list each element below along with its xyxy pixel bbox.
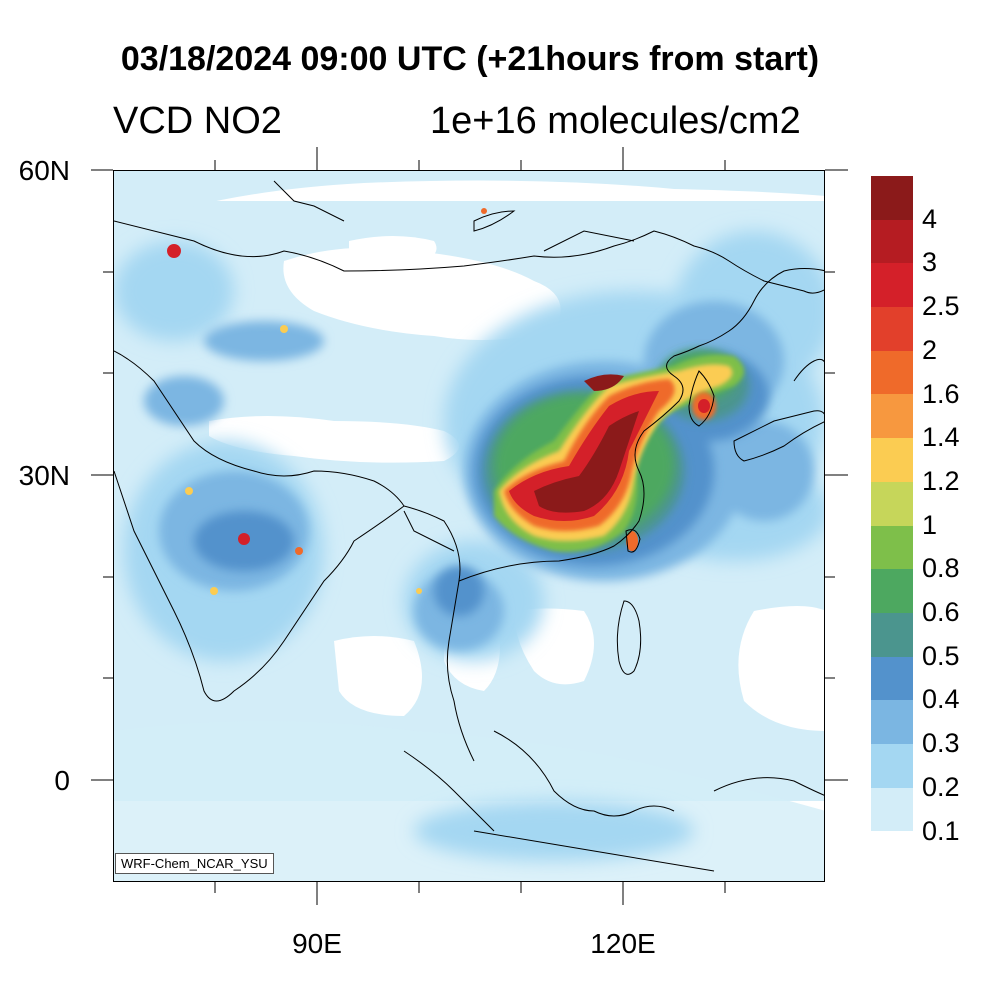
colorbar-segment — [871, 438, 913, 482]
colorbar — [871, 176, 913, 832]
no2-india-hotspots — [167, 208, 487, 595]
colorbar-label: 0.4 — [922, 684, 960, 715]
colorbar-label: 1.2 — [922, 465, 960, 496]
colorbar-segment — [871, 525, 913, 570]
colorbar-segment — [871, 350, 913, 395]
model-credit: WRF-Chem_NCAR_YSU — [115, 853, 274, 874]
chart-title: 03/18/2024 09:00 UTC (+21hours from star… — [120, 40, 820, 78]
colorbar-segment — [871, 219, 913, 264]
colorbar-label: 2.5 — [922, 291, 960, 322]
colorbar-segment — [871, 700, 913, 744]
no2-low-north — [114, 171, 824, 231]
colorbar-label: 0.8 — [922, 553, 960, 584]
clean-areas — [209, 236, 824, 731]
no2-korea-hotspot — [698, 399, 710, 413]
colorbar-segment — [871, 743, 913, 788]
lat-label-0: 0 — [54, 765, 70, 796]
units-label: 1e+16 molecules/cm2 — [430, 100, 801, 142]
variable-label: VCD NO2 — [113, 100, 282, 142]
colorbar-segment — [871, 787, 913, 832]
colorbar-label: 1 — [922, 509, 938, 540]
colorbar-label: 1.6 — [922, 378, 960, 409]
colorbar-segment — [871, 394, 913, 439]
colorbar-segment — [871, 481, 913, 526]
colorbar-label: 4 — [922, 203, 938, 234]
colorbar-label: 0.2 — [922, 771, 960, 802]
lon-label-120e: 120E — [590, 928, 656, 959]
lat-label-30n: 30N — [18, 460, 70, 491]
colorbar-label: 1.4 — [922, 422, 960, 453]
colorbar-segment — [871, 656, 913, 701]
lon-label-90e: 90E — [292, 928, 342, 959]
colorbar-label: 2 — [922, 334, 938, 365]
colorbar-label: 0.3 — [922, 728, 960, 759]
map-panel: WRF-Chem_NCAR_YSU — [113, 170, 825, 882]
colorbar-segment — [871, 612, 913, 657]
colorbar-label: 3 — [922, 247, 938, 278]
colorbar-label: 0.1 — [922, 815, 960, 846]
no2-taiwan — [626, 531, 638, 551]
colorbar-label: 0.6 — [922, 597, 960, 627]
colorbar-segment — [871, 307, 913, 351]
coastlines — [114, 180, 824, 872]
colorbar-label: 0.5 — [922, 640, 960, 671]
colorbar-segment — [871, 176, 913, 220]
colorbar-segment — [871, 569, 913, 613]
lat-label-60n: 60N — [18, 155, 70, 186]
no2-level-4 — [534, 374, 639, 513]
colorbar-segment — [871, 263, 913, 308]
